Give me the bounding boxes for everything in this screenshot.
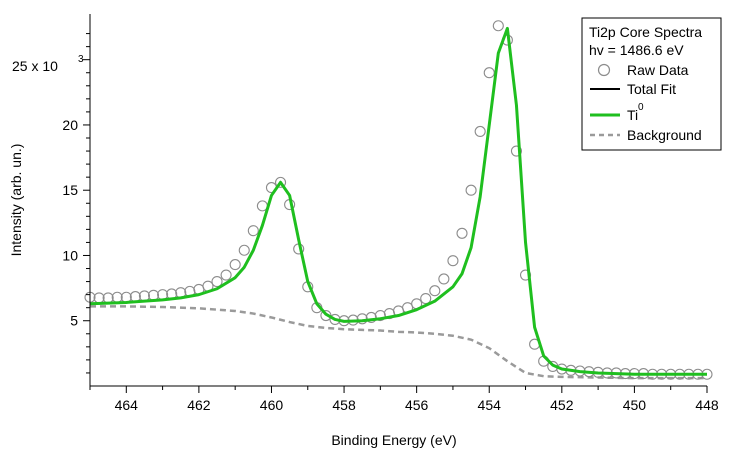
x-tick-label: 452 xyxy=(550,397,574,413)
x-axis-label: Binding Energy (eV) xyxy=(331,432,456,448)
x-tick-label: 450 xyxy=(623,397,647,413)
raw-data-point xyxy=(238,244,250,256)
raw-data-point xyxy=(438,273,450,285)
legend-box xyxy=(581,17,722,151)
raw-data-point xyxy=(510,145,523,157)
legend-raw-label: Raw Data xyxy=(627,62,689,78)
raw-data-point xyxy=(93,292,105,304)
raw-data-point xyxy=(274,176,287,188)
raw-data-point xyxy=(220,269,232,281)
raw-data-point xyxy=(229,259,241,271)
raw-data-point xyxy=(492,20,504,32)
legend-total-label: Total Fit xyxy=(627,81,676,97)
x-tick-label: 460 xyxy=(260,397,284,413)
x-tick-label: 454 xyxy=(478,397,502,413)
y-multiplier-25: 25 xyxy=(12,58,31,74)
x-tick-label: 462 xyxy=(187,397,211,413)
x-tick-label: 458 xyxy=(332,397,356,413)
raw-data-point xyxy=(483,67,495,79)
y-tick-label: 10 xyxy=(62,247,78,263)
raw-data-point xyxy=(456,227,468,239)
raw-data-point xyxy=(474,125,486,138)
legend-background-label: Background xyxy=(627,127,702,143)
legend-header-1: Ti2p Core Spectra xyxy=(589,24,702,40)
x-tick-label: 456 xyxy=(405,397,429,413)
legend-ti0-superscript: 0 xyxy=(638,102,644,113)
y-tick-label: 20 xyxy=(62,117,78,133)
legend-raw-marker xyxy=(597,63,611,77)
raw-data-point xyxy=(465,184,477,196)
raw-data-point xyxy=(447,255,459,267)
legend-header-2: hv = 1486.6 eV xyxy=(589,42,684,58)
raw-data-point xyxy=(247,225,259,237)
series-ti0-line xyxy=(89,26,707,376)
raw-data-point xyxy=(111,291,123,303)
y-tick-label: 15 xyxy=(62,182,78,198)
raw-data-point xyxy=(420,292,432,305)
legend: Ti2p Core Spectra hv = 1486.6 eV Raw Dat… xyxy=(581,17,722,151)
y-axis-multiplier: 25 x 10 3 xyxy=(12,54,84,74)
series-background-line xyxy=(90,305,707,380)
raw-data-point xyxy=(211,276,223,288)
raw-data-point xyxy=(429,285,441,297)
raw-data-point xyxy=(102,292,114,304)
y-tick-label: 5 xyxy=(70,313,78,329)
y-multiplier-exponent: 3 xyxy=(78,54,84,65)
x-tick-label: 464 xyxy=(115,397,139,413)
y-axis-label: Intensity (arb. un.) xyxy=(8,144,24,257)
legend-ti0-label: Ti xyxy=(627,107,638,123)
raw-data-point xyxy=(519,269,532,281)
y-multiplier-text: 25 x 10 xyxy=(12,58,58,74)
x-tick-label: 448 xyxy=(695,397,719,413)
